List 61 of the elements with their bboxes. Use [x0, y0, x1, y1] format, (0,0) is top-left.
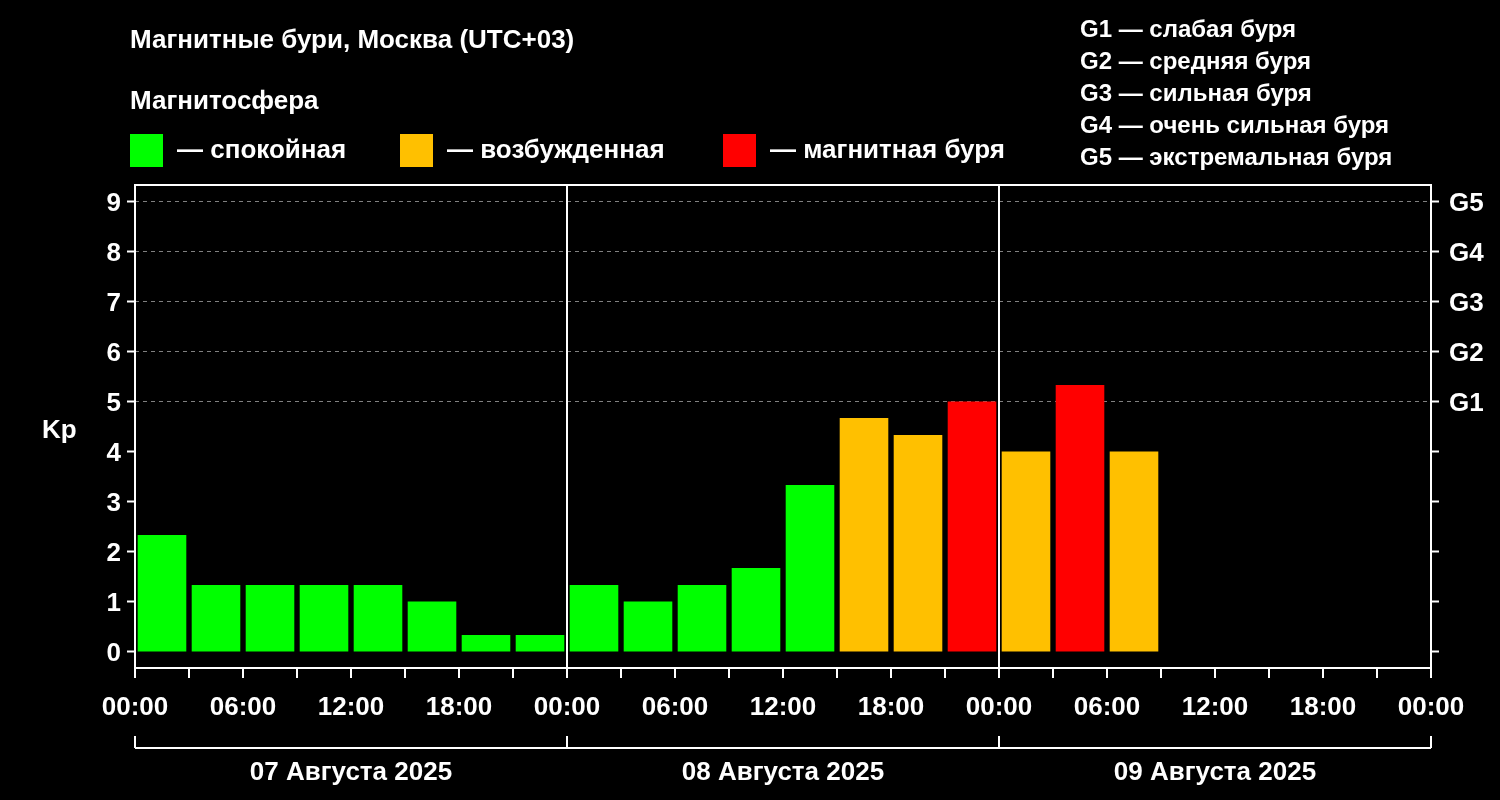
y-tick-label: 5	[106, 386, 121, 417]
legend-label: — магнитная буря	[770, 134, 1005, 164]
y-tick-label: 8	[106, 236, 121, 267]
x2-tick-label: 09 Августа 2025	[1113, 756, 1317, 786]
x-tick-label: 18:00	[857, 691, 925, 721]
ref-line-label: G3	[1449, 286, 1484, 317]
x-tick-label: 18:00	[425, 691, 493, 721]
bar	[245, 585, 295, 652]
text: G5 — экстремальная буря	[1080, 143, 1393, 170]
x-tick-label: 00:00	[965, 691, 1033, 721]
y-tick-label: 9	[106, 186, 121, 217]
x-tick-label: 06:00	[641, 691, 709, 721]
x-tick-label: 12:00	[749, 691, 817, 721]
bar	[1109, 451, 1159, 652]
bar	[947, 401, 997, 652]
text: G2 — средняя буря	[1080, 47, 1311, 74]
y-tick-label: 1	[106, 586, 121, 617]
bar	[785, 485, 835, 652]
x-tick-label: 00:00	[1397, 691, 1465, 721]
bar	[407, 601, 457, 652]
x2-tick-label: 08 Августа 2025	[681, 756, 885, 786]
bar	[353, 585, 403, 652]
x2-tick-label: 07 Августа 2025	[249, 756, 453, 786]
ref-line-label: G5	[1449, 186, 1484, 217]
x-tick-label: 00:00	[101, 691, 169, 721]
x-tick-label: 06:00	[209, 691, 277, 721]
x-tick-label: 00:00	[533, 691, 601, 721]
bar	[1001, 451, 1051, 652]
y-tick-label: 4	[106, 436, 122, 467]
y-tick-label: 2	[106, 536, 121, 567]
bar	[731, 568, 781, 652]
text: G1 — слабая буря	[1080, 15, 1297, 42]
bar	[137, 535, 187, 652]
legend-label: — спокойная	[177, 134, 347, 164]
bar	[461, 635, 511, 652]
ref-line-label: G2	[1449, 336, 1484, 367]
x-tick-label: 06:00	[1073, 691, 1141, 721]
bar	[191, 585, 241, 652]
bar	[1055, 385, 1105, 652]
x-tick-label: 18:00	[1289, 691, 1357, 721]
legend-title: Магнитосфера	[130, 85, 320, 115]
text: G3 — сильная буря	[1080, 79, 1312, 106]
bar	[299, 585, 349, 652]
y-tick-label: 7	[106, 286, 121, 317]
text: G4 — очень сильная буря	[1080, 111, 1390, 138]
x-tick-label: 12:00	[317, 691, 385, 721]
y-tick-label: 6	[106, 336, 121, 367]
bar	[569, 585, 619, 652]
bar	[677, 585, 727, 652]
bar	[515, 635, 565, 652]
legend-label: — возбужденная	[447, 134, 665, 164]
x-tick-label: 12:00	[1181, 691, 1249, 721]
y-tick-label: 3	[106, 486, 121, 517]
ref-line-label: G4	[1449, 236, 1485, 267]
bar	[623, 601, 673, 652]
bar	[839, 418, 889, 652]
y-tick-label: 0	[106, 636, 121, 667]
chart-title: Магнитные бури, Москва (UTC+03)	[130, 24, 575, 54]
ref-line-label: G1	[1449, 386, 1484, 417]
bar	[893, 435, 943, 652]
y-axis-title: Kp	[42, 414, 77, 444]
